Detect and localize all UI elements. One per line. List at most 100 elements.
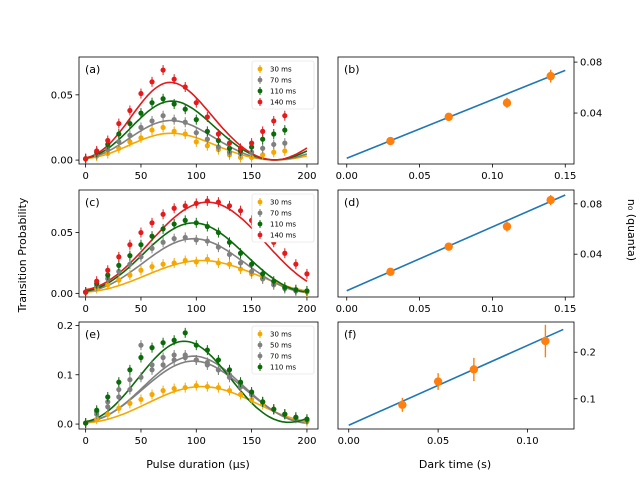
x-tick-label: 0.00: [336, 304, 358, 315]
data-point: [546, 195, 555, 205]
data-point-70-ms: [226, 251, 233, 258]
data-point-110-ms: [226, 367, 233, 373]
data-point-30-ms: [204, 383, 210, 390]
data-point-110-ms: [215, 229, 222, 236]
data-point: [444, 112, 453, 122]
data-point-30-ms: [204, 256, 210, 262]
legend-marker: [257, 88, 263, 94]
y-tick-label: 0.1: [57, 370, 73, 381]
legend-entry: 140 ms: [270, 99, 296, 107]
data-point-70-ms: [215, 367, 222, 373]
data-point-110-ms: [160, 340, 166, 346]
data-point: [502, 222, 512, 231]
data-point-110-ms: [271, 131, 277, 137]
data-point-110-ms: [193, 342, 199, 348]
data-point: [444, 242, 453, 251]
legend-entry: 70 ms: [270, 77, 292, 85]
data-point-110-ms: [127, 367, 133, 373]
y-tick-label: 0.08: [580, 58, 602, 69]
fit-line: [348, 328, 564, 427]
x-tick-label: 150: [242, 171, 261, 182]
y-tick-label: 0.0: [57, 420, 73, 431]
data-point-30-ms: [116, 277, 122, 283]
data-point-30-ms: [105, 282, 111, 288]
data-point-30-ms: [182, 384, 188, 391]
data-point-70-ms: [171, 117, 177, 123]
legend-marker: [257, 210, 263, 216]
panel-label: (b): [344, 63, 360, 76]
data-point-110-ms: [304, 416, 310, 422]
data-point-70-ms: [116, 386, 122, 393]
x-tick-label: 100: [187, 171, 206, 182]
data-point-110-ms: [138, 110, 144, 116]
data-point-70-ms: [171, 236, 177, 242]
data-point-140-ms: [116, 254, 122, 260]
data-point-140-ms: [226, 203, 233, 209]
data-point: [433, 377, 443, 386]
data-point-110-ms: [293, 414, 299, 420]
data-point-140-ms: [149, 79, 155, 85]
data-point-140-ms: [204, 114, 210, 120]
data-point-30-ms: [182, 131, 188, 137]
axes-frame: [337, 321, 575, 430]
data-point-70-ms: [249, 149, 255, 155]
legend-entry: 110 ms: [270, 364, 296, 372]
data-point-50-ms: [127, 386, 133, 393]
data-point-110-ms: [237, 250, 244, 256]
data-point-30-ms: [193, 383, 199, 389]
data-point-50-ms: [138, 374, 144, 380]
data-point-140-ms: [237, 208, 244, 214]
data-point-140-ms: [215, 131, 222, 137]
legend-entry: 30 ms: [270, 331, 292, 339]
axes-frame: [78, 321, 319, 430]
data-point-30-ms: [215, 384, 222, 391]
legend-entry: 30 ms: [270, 199, 292, 207]
data-point-140-ms: [160, 211, 166, 217]
axes-frame: [337, 56, 575, 165]
data-point-110-ms: [260, 271, 266, 277]
data-point-110-ms: [260, 136, 266, 142]
panel-label: (f): [344, 328, 356, 341]
data-point-140-ms: [138, 229, 144, 236]
data-point-110-ms: [116, 379, 122, 385]
y-tick-label: 0.05: [51, 90, 73, 101]
data-point-140-ms: [171, 76, 177, 82]
panel-label: (c): [85, 196, 100, 209]
data-point-110-ms: [127, 253, 133, 259]
fit-line: [346, 194, 566, 292]
data-point-50-ms: [116, 394, 122, 400]
legend-marker: [257, 232, 263, 238]
data-point-30-ms: [149, 127, 155, 133]
data-point-140-ms: [160, 67, 166, 73]
data-point-30-ms: [105, 411, 111, 417]
data-point-110-ms: [226, 145, 233, 151]
data-point-140-ms: [149, 220, 155, 226]
x-tick-label: 100: [187, 436, 206, 447]
data-point-30-ms: [116, 405, 122, 411]
data-point-140-ms: [282, 250, 288, 256]
data-point-30-ms: [138, 267, 144, 273]
data-point-110-ms: [215, 357, 222, 363]
y-tick-label: 0.05: [51, 228, 73, 239]
data-point-30-ms: [171, 385, 177, 392]
data-point-140-ms: [215, 199, 222, 205]
data-point-110-ms: [304, 288, 310, 294]
data-point-70-ms: [237, 260, 244, 266]
data-point-140-ms: [282, 113, 288, 119]
data-point-140-ms: [83, 289, 89, 295]
x-tick-label: 0.15: [554, 171, 576, 182]
data-point-140-ms: [304, 271, 310, 277]
data-point-140-ms: [182, 203, 188, 209]
x-tick-label: 200: [297, 171, 316, 182]
x-tick-label: 0.10: [481, 171, 503, 182]
y-tick-label: 0.08: [580, 199, 602, 210]
fit-line: [346, 69, 566, 160]
legend-marker: [257, 342, 263, 348]
data-point-140-ms: [182, 84, 188, 90]
legend-marker: [257, 99, 263, 105]
data-point-110-ms: [193, 220, 199, 226]
data-point-110-ms: [160, 226, 166, 232]
data-point-110-ms: [271, 278, 277, 284]
data-point-110-ms: [182, 217, 188, 223]
legend-entry: 50 ms: [270, 342, 292, 350]
